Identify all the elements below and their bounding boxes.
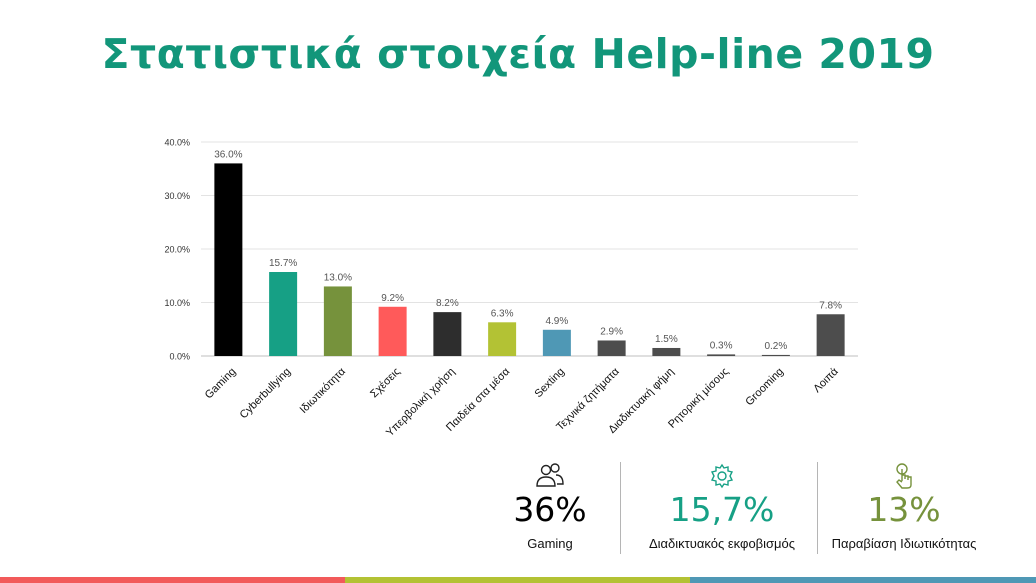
divider bbox=[620, 462, 621, 554]
stat-label: Παραβίαση Ιδιωτικότητας bbox=[831, 536, 977, 551]
x-axis-label: Grooming bbox=[743, 366, 786, 409]
bar-value-label: 36.0% bbox=[214, 149, 242, 160]
bar bbox=[488, 322, 517, 356]
bar-value-label: 0.3% bbox=[710, 340, 733, 351]
bar-value-label: 1.5% bbox=[655, 334, 678, 345]
y-tick-label: 40.0% bbox=[164, 138, 190, 148]
y-tick-label: 0.0% bbox=[169, 352, 190, 362]
chart-bars bbox=[214, 163, 845, 356]
stat-gaming: 36% Gaming bbox=[500, 462, 600, 551]
x-axis-label: Gaming bbox=[203, 366, 239, 402]
x-axis-label: Cyberbullying bbox=[238, 366, 294, 422]
bar-value-label: 4.9% bbox=[545, 316, 568, 327]
x-axis-label: Ρητορική μίσους bbox=[666, 366, 731, 431]
bottom-bar-red bbox=[0, 577, 345, 583]
bar bbox=[323, 286, 352, 356]
x-axis-labels: Gaming Cyberbullying Ιδιωτικότητα ΣχέσειςΥπ… bbox=[203, 365, 841, 439]
stat-label: Gaming bbox=[527, 536, 573, 551]
divider bbox=[817, 462, 818, 554]
bar-value-label: 9.2% bbox=[381, 293, 404, 304]
bar-value-label: 8.2% bbox=[436, 298, 459, 309]
bar bbox=[707, 354, 736, 356]
bar bbox=[597, 340, 626, 356]
chart-gridlines bbox=[201, 141, 858, 357]
bar-chart: 0.0% 10.0% 20.0% 30.0% 40.0% 36.0% 15.7% 13.0%… bbox=[164, 138, 858, 439]
touch-icon bbox=[896, 463, 912, 489]
bar-value-label: 7.8% bbox=[819, 300, 842, 311]
y-axis-ticks: 0.0% 10.0% 20.0% 30.0% 40.0% bbox=[164, 138, 190, 362]
stat-cyberbullying: 15,7% Διαδικτυακός εκφοβισμός bbox=[632, 462, 812, 551]
x-axis-label: Λοιπά bbox=[811, 365, 841, 395]
bar-value-label: 6.3% bbox=[491, 308, 514, 319]
y-tick-label: 20.0% bbox=[164, 245, 190, 255]
stat-value: 13% bbox=[867, 490, 941, 529]
bar bbox=[433, 312, 462, 356]
bar-value-label: 15.7% bbox=[269, 258, 297, 269]
bar bbox=[269, 272, 298, 356]
bar bbox=[378, 306, 407, 356]
bar-value-label: 0.2% bbox=[764, 341, 787, 352]
bar bbox=[214, 163, 243, 356]
stat-value: 15,7% bbox=[669, 490, 775, 529]
gear-icon bbox=[710, 463, 734, 489]
y-tick-label: 30.0% bbox=[164, 191, 190, 201]
bottom-bar-blue bbox=[690, 577, 1036, 583]
bar bbox=[542, 329, 571, 356]
x-axis-label: Ιδιωτικότητα bbox=[298, 365, 349, 416]
users-icon bbox=[536, 463, 564, 487]
stat-value: 36% bbox=[513, 490, 587, 529]
x-axis-label: Σχέσεις bbox=[368, 366, 403, 401]
bar-value-label: 2.9% bbox=[600, 326, 623, 337]
page-title: Στατιστικά στοιχεία Help-line 2019 bbox=[101, 30, 935, 78]
stat-label: Διαδικτυακός εκφοβισμός bbox=[648, 536, 796, 551]
stat-privacy: 13% Παραβίαση Ιδιωτικότητας bbox=[822, 462, 986, 551]
bar bbox=[761, 354, 790, 356]
bar-value-labels: 36.0% 15.7% 13.0% 9.2% 8.2% 6.3% 4.9% 2.9% 1.5% 0… bbox=[214, 149, 842, 352]
bottom-bar-green bbox=[345, 577, 690, 583]
bar bbox=[652, 347, 681, 356]
y-tick-label: 10.0% bbox=[164, 298, 190, 308]
bar bbox=[816, 314, 845, 356]
bar-value-label: 13.0% bbox=[324, 272, 352, 283]
x-axis-label: Sexting bbox=[533, 366, 567, 400]
